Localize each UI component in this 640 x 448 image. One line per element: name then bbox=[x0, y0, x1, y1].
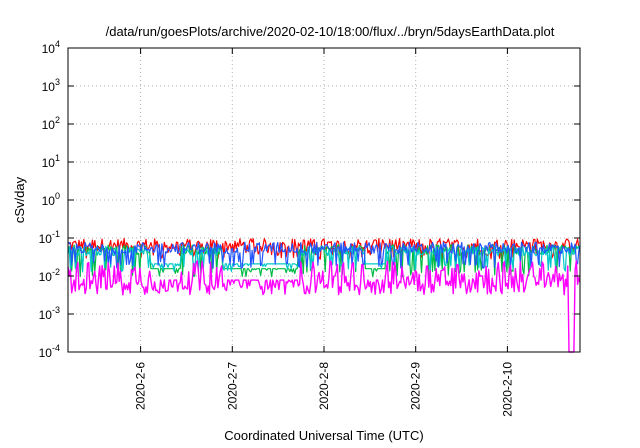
y-tick-label: 101 bbox=[42, 153, 60, 170]
y-tick-label: 103 bbox=[42, 77, 60, 94]
series-line bbox=[67, 237, 581, 260]
x-tick-label: 2020-2-6 bbox=[134, 362, 148, 410]
x-tick-label: 2020-2-9 bbox=[409, 362, 423, 410]
y-tick-label: 10-1 bbox=[39, 229, 60, 246]
series-line bbox=[67, 260, 581, 353]
y-tick-label: 104 bbox=[42, 39, 60, 56]
y-tick-label: 100 bbox=[42, 191, 60, 208]
y-axis-label: cSv/day bbox=[12, 176, 27, 223]
series-layer bbox=[67, 237, 581, 353]
x-tick-label: 2020-2-8 bbox=[317, 362, 331, 410]
y-tick-label: 10-2 bbox=[39, 267, 60, 284]
grid bbox=[68, 48, 580, 352]
x-axis: 2020-2-6 2020-2-7 2020-2-8 2020-2-9 2020-2-1… bbox=[134, 48, 514, 417]
x-tick-label: 2020-2-7 bbox=[225, 362, 239, 410]
chart-title: /data/run/goesPlots/archive/2020-02-10/1… bbox=[106, 24, 555, 39]
x-tick-label: 2020-2-10 bbox=[500, 362, 514, 417]
y-tick-label: 10-4 bbox=[39, 343, 60, 360]
y-tick-label: 10-3 bbox=[39, 305, 60, 322]
x-axis-label: Coordinated Universal Time (UTC) bbox=[224, 428, 423, 443]
series-line bbox=[68, 241, 581, 269]
y-tick-label: 102 bbox=[42, 115, 60, 132]
y-axis: 10-4 10-3 10-2 10-1 100 101 102 103 104 bbox=[39, 39, 580, 360]
